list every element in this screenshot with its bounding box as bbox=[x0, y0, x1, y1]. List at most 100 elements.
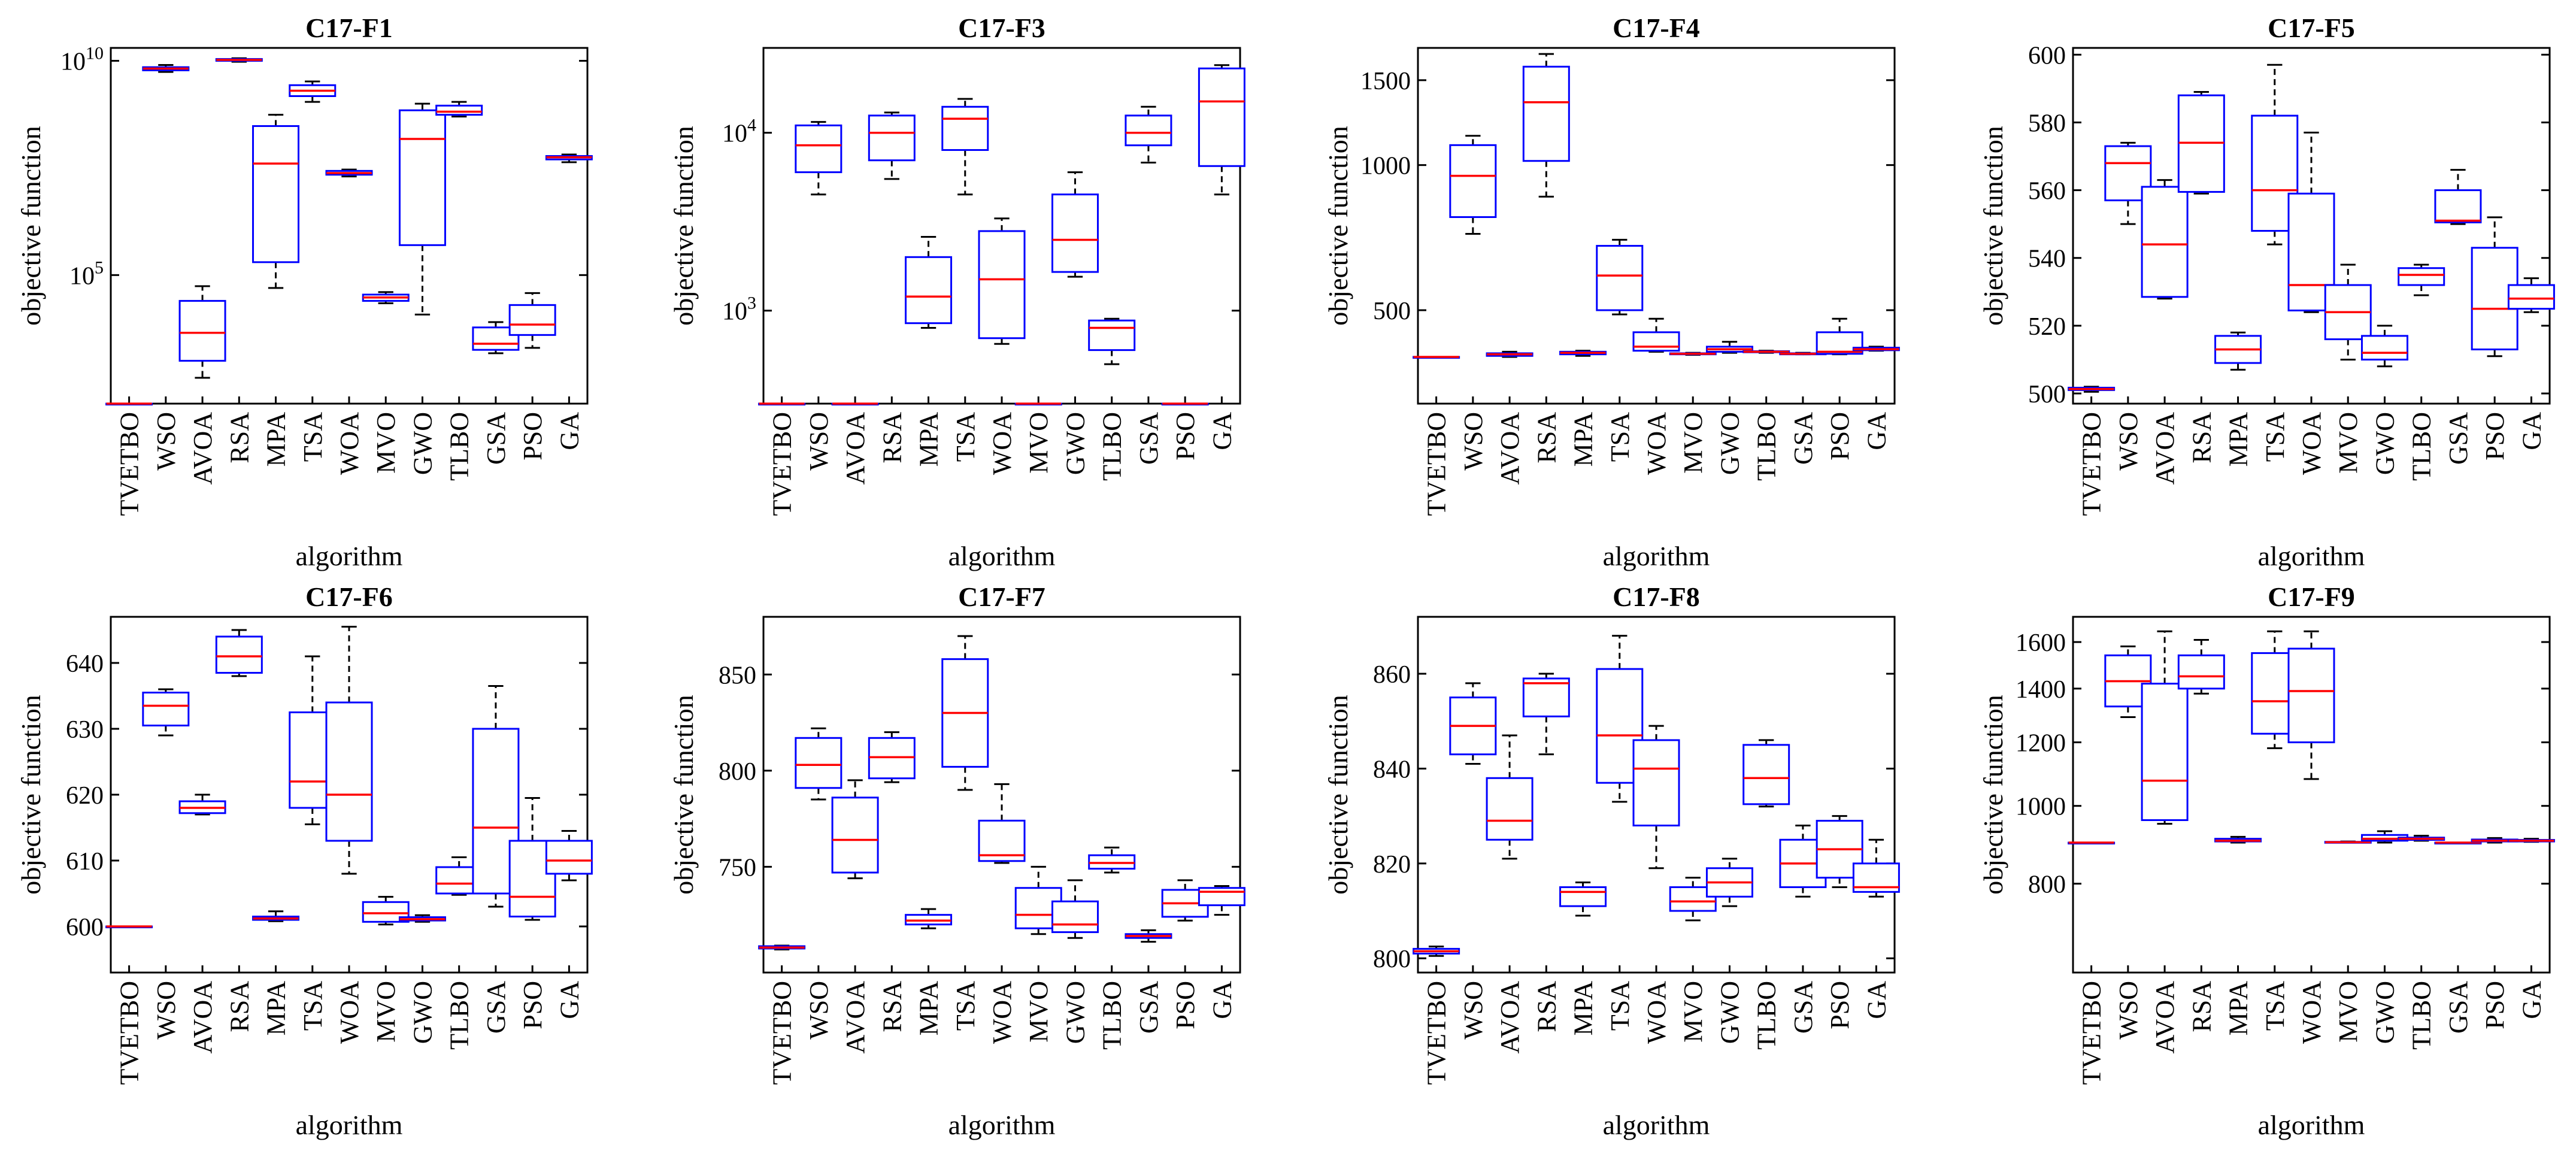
x-tick-label: RSA bbox=[877, 412, 907, 464]
y-tick-label: 1000 bbox=[2016, 793, 2066, 821]
x-tick-label: GSA bbox=[2444, 981, 2473, 1034]
x-tick-label: PSO bbox=[1171, 412, 1200, 461]
iqr-box bbox=[2104, 145, 2152, 202]
box-tvetbo bbox=[2068, 841, 2116, 845]
x-tick-label: MPA bbox=[2224, 412, 2253, 467]
box-mpa bbox=[2214, 331, 2262, 371]
y-tick-label: 105 bbox=[69, 258, 104, 290]
x-tick-label: TLBO bbox=[1752, 981, 1781, 1050]
x-tick-label: WSO bbox=[804, 412, 834, 471]
iqr-box bbox=[941, 105, 989, 151]
box-rsa bbox=[2177, 91, 2225, 195]
x-tick-label: WOA bbox=[335, 981, 364, 1044]
box-mvo bbox=[1014, 402, 1062, 405]
box-ga bbox=[1198, 885, 1245, 916]
x-tick-label: WOA bbox=[1642, 412, 1671, 475]
box-ga bbox=[2507, 277, 2555, 313]
x-tick-label: MVO bbox=[1024, 981, 1053, 1043]
box-tlbo bbox=[2398, 263, 2445, 296]
box-tlbo bbox=[1088, 317, 1136, 365]
x-tick-label: PSO bbox=[1825, 981, 1854, 1029]
box-rsa bbox=[215, 57, 263, 63]
box-rsa bbox=[868, 731, 916, 783]
box-gsa bbox=[472, 321, 520, 355]
box-rsa bbox=[1522, 53, 1570, 198]
y-tick-label: 500 bbox=[1373, 298, 1411, 325]
x-tick-label: WOA bbox=[335, 412, 364, 475]
box-woa bbox=[978, 217, 1026, 345]
iqr-box bbox=[831, 796, 879, 874]
x-tick-label: TSA bbox=[2260, 981, 2290, 1031]
box-tlbo bbox=[1742, 739, 1790, 808]
box-tsa bbox=[941, 635, 989, 791]
x-tick-label: AVOA bbox=[841, 981, 870, 1054]
box-rsa bbox=[1522, 673, 1570, 756]
box-ga bbox=[1852, 346, 1900, 352]
iqr-box bbox=[435, 104, 483, 116]
box-mpa bbox=[1559, 882, 1607, 917]
box-avoa bbox=[831, 779, 879, 880]
iqr-box bbox=[1596, 244, 1644, 311]
box-mvo bbox=[362, 291, 410, 304]
x-tick-label: WOA bbox=[1642, 981, 1671, 1044]
y-tick-label: 800 bbox=[719, 758, 756, 786]
y-tick-label: 750 bbox=[719, 854, 756, 882]
x-tick-label: AVOA bbox=[188, 981, 217, 1054]
iqr-box bbox=[2177, 654, 2225, 690]
x-tick-label: MVO bbox=[2333, 981, 2363, 1043]
x-tick-label: TSA bbox=[1605, 412, 1635, 462]
box-gwo bbox=[2360, 325, 2408, 368]
x-tick-label: AVOA bbox=[1495, 981, 1525, 1054]
iqr-box bbox=[2141, 186, 2189, 298]
x-tick-label: WSO bbox=[1459, 412, 1488, 471]
box-mpa bbox=[2214, 835, 2262, 844]
box-pso bbox=[508, 292, 556, 349]
x-tick-label: TSA bbox=[951, 981, 980, 1031]
y-tick-label: 640 bbox=[66, 650, 104, 678]
y-axis-label: objective function bbox=[1978, 126, 2008, 325]
box-wso bbox=[1449, 682, 1497, 765]
chart-title: C17-F7 bbox=[958, 581, 1045, 612]
chart-title: C17-F5 bbox=[2268, 13, 2355, 43]
x-tick-label: GSA bbox=[481, 981, 511, 1034]
y-axis-label: objective function bbox=[1323, 126, 1353, 325]
x-tick-label: AVOA bbox=[2150, 981, 2180, 1054]
box-tvetbo bbox=[758, 402, 806, 405]
iqr-box bbox=[1632, 739, 1680, 826]
box-wso bbox=[795, 727, 842, 801]
x-tick-label: TLBO bbox=[445, 981, 474, 1050]
box-mvo bbox=[2324, 263, 2372, 361]
x-tick-label: GSA bbox=[1789, 412, 1818, 465]
box-gwo bbox=[398, 102, 446, 316]
chart-panel: C17-F8 objective function algorithm 800 820 8… bbox=[1323, 581, 1900, 1140]
x-axis-label: algorithm bbox=[296, 1110, 403, 1140]
x-tick-label: MVO bbox=[371, 981, 401, 1043]
y-tick-label: 1400 bbox=[2016, 676, 2066, 704]
x-tick-label: GSA bbox=[1789, 981, 1818, 1034]
x-axis-label: algorithm bbox=[948, 1110, 1056, 1140]
y-tick-label: 820 bbox=[1373, 851, 1411, 879]
iqr-box bbox=[795, 737, 842, 789]
box-mpa bbox=[252, 114, 300, 289]
x-tick-label: GSA bbox=[1134, 981, 1163, 1034]
x-tick-label: GA bbox=[1207, 981, 1237, 1019]
x-tick-label: MVO bbox=[1024, 412, 1053, 474]
x-tick-label: GWO bbox=[2370, 981, 2399, 1044]
iqr-box bbox=[868, 114, 916, 162]
iqr-box bbox=[1198, 67, 1245, 167]
x-tick-label: MVO bbox=[371, 412, 401, 474]
y-tick-label: 850 bbox=[719, 662, 756, 689]
x-axis-label: algorithm bbox=[948, 541, 1056, 571]
iqr-box bbox=[1449, 144, 1497, 219]
chart-panel: C17-F1 objective function algorithm 105 1010… bbox=[16, 13, 593, 571]
chart-title: C17-F9 bbox=[2268, 581, 2355, 612]
iqr-box bbox=[2360, 335, 2408, 361]
x-tick-label: TVETBO bbox=[115, 981, 144, 1085]
x-tick-label: TLBO bbox=[2407, 981, 2436, 1050]
y-tick-label: 800 bbox=[2028, 871, 2066, 899]
iqr-box bbox=[1632, 331, 1680, 352]
iqr-box bbox=[142, 692, 190, 726]
x-tick-label: TVETBO bbox=[115, 412, 144, 516]
x-tick-label: MPA bbox=[1569, 981, 1598, 1036]
x-tick-label: GWO bbox=[1060, 412, 1090, 475]
